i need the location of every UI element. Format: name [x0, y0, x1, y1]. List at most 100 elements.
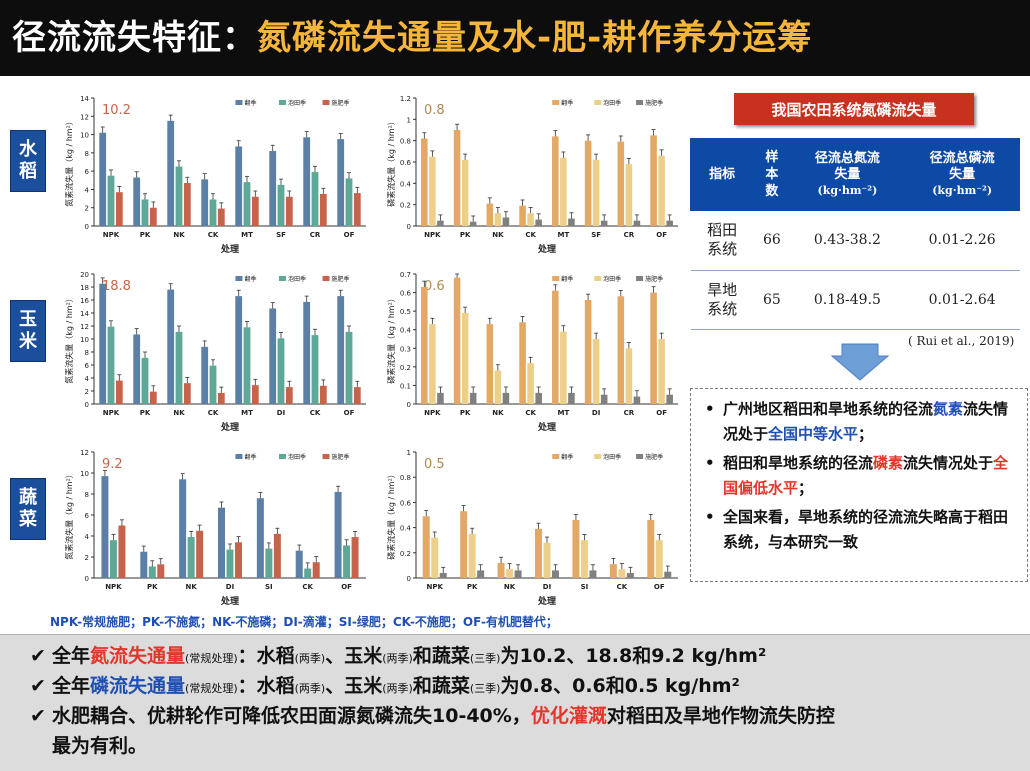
- legend-swatch: [279, 100, 286, 105]
- bar: [585, 141, 592, 226]
- legend-swatch: [235, 100, 242, 105]
- y-tick-label: 12: [80, 323, 89, 331]
- bar: [487, 204, 494, 226]
- crop-label-rice: 水稻: [10, 130, 46, 192]
- y-tick-label: 20: [80, 271, 89, 279]
- header-label: 径流总磷流失量: [928, 151, 996, 183]
- y-tick-label: 0.8: [400, 138, 411, 146]
- sum-text: 水肥耦合、优耕轮作可降低农田面源氮磷流失10-40%，: [52, 705, 531, 727]
- bar: [429, 157, 436, 226]
- legend-swatch: [552, 454, 559, 459]
- legend-swatch: [552, 276, 559, 281]
- x-tick-label: SF: [276, 231, 286, 239]
- x-tick-label: CK: [208, 231, 219, 239]
- bar: [116, 192, 123, 226]
- bar: [626, 348, 633, 404]
- x-tick-label: PK: [467, 583, 478, 591]
- sum-text: 最为有利。: [52, 735, 147, 757]
- x-tick-label: SF: [591, 231, 601, 239]
- table-row: 稻田系统 66 0.43-38.2 0.01-2.26: [691, 211, 1020, 271]
- x-tick-label: PK: [147, 583, 158, 591]
- bar: [495, 371, 502, 404]
- y-tick-label: 0.6: [400, 499, 412, 507]
- bar: [343, 545, 350, 578]
- flux-table: 指标 样本数 径流总氮流失量 (kg·hm⁻²) 径流总磷流失量 (kg·hm⁻²)…: [690, 138, 1020, 330]
- x-axis-label: 处理: [537, 421, 556, 433]
- bar: [552, 570, 559, 578]
- bar: [666, 395, 673, 404]
- bar: [627, 573, 634, 578]
- max-value-annotation: 9.2: [102, 457, 123, 472]
- bar: [610, 564, 617, 578]
- y-axis-label: 氮素流失量（kg / hm²）: [64, 294, 74, 384]
- bar: [666, 221, 673, 226]
- bar: [618, 142, 625, 226]
- bar: [354, 387, 361, 404]
- x-tick-label: SI: [581, 583, 589, 591]
- sum-text: 、玉米: [325, 675, 382, 697]
- x-tick-label: SI: [265, 583, 273, 591]
- x-tick-label: NPK: [105, 583, 122, 591]
- page-title: 径流流失特征：氮磷流失通量及水-肥-耕作养分运筹: [12, 10, 812, 59]
- bar: [585, 300, 592, 404]
- bar: [656, 540, 663, 578]
- summary-box: ✔ 全年氮流失通量(常规处理)：水稻(两季)、玉米(两季)和蔬菜(三季)为10.2…: [0, 634, 1030, 771]
- legend-swatch: [594, 454, 601, 459]
- y-axis-label: 磷素流失量（kg / hm²）: [386, 470, 396, 560]
- row-tn: 0.43-38.2: [790, 211, 905, 271]
- legend-label: 施肥季: [331, 99, 349, 107]
- y-tick-label: 14: [80, 310, 89, 318]
- row-label: 旱地系统: [691, 270, 754, 330]
- bar: [423, 516, 430, 578]
- bar: [312, 172, 319, 226]
- x-tick-label: CR: [310, 231, 321, 239]
- legend-swatch: [279, 454, 286, 459]
- note-text: ；: [798, 479, 813, 497]
- summary-line: ✔ 全年磷流失通量(常规处理)：水稻(两季)、玉米(两季)和蔬菜(三季)为0.8、…: [30, 671, 740, 698]
- bar: [460, 511, 467, 578]
- bar: [244, 327, 251, 404]
- y-tick-label: 1.2: [400, 95, 411, 103]
- table-header-cell: 指标: [691, 139, 754, 211]
- y-axis-label: 磷素流失量（kg / hm²）: [386, 294, 396, 384]
- bar: [140, 552, 147, 578]
- y-axis-label: 氮素流失量（kg / hm²）: [64, 117, 74, 207]
- bar: [593, 160, 600, 226]
- y-tick-label: 0.2: [400, 364, 411, 372]
- bar: [454, 130, 461, 226]
- chart-maize-phosphorus: 0 0.1 0.2 0.3 0.4 0.5 0.6 0.7 磷素流失量（kg / hm²） 处理 0…: [380, 262, 686, 434]
- legend-label: 泡田季: [288, 99, 306, 107]
- bar: [133, 178, 140, 226]
- bar: [167, 121, 174, 226]
- legend-swatch: [235, 276, 242, 281]
- summary-line: ✔ 水肥耦合、优耕轮作可降低农田面源氮磷流失10-40%，优化灌溉对稻田及旱地作物…: [30, 701, 835, 728]
- bar: [304, 569, 311, 578]
- bar: [560, 158, 567, 226]
- bar: [503, 393, 510, 404]
- bar: [210, 199, 217, 226]
- bar: [519, 206, 526, 226]
- sum-small: (常规处理): [185, 682, 238, 695]
- legend-label: 泡田季: [603, 275, 621, 283]
- legend-swatch: [594, 276, 601, 281]
- y-tick-label: 0.4: [400, 180, 412, 188]
- bar: [568, 219, 575, 226]
- y-tick-label: 18: [80, 284, 89, 292]
- x-tick-label: OF: [344, 409, 355, 417]
- table-header-row: 指标 样本数 径流总氮流失量 (kg·hm⁻²) 径流总磷流失量 (kg·hm⁻²): [691, 139, 1020, 211]
- bar: [210, 366, 217, 404]
- x-tick-label: OF: [656, 231, 667, 239]
- max-value-annotation: 0.8: [424, 103, 445, 118]
- bar: [593, 339, 600, 404]
- x-tick-label: PK: [460, 409, 471, 417]
- title-highlight: 氮磷流失通量及水-肥-耕作养分运筹: [257, 18, 812, 58]
- x-tick-label: MT: [241, 409, 253, 417]
- x-tick-label: CK: [617, 583, 628, 591]
- bar: [544, 543, 551, 578]
- x-tick-label: MT: [241, 231, 253, 239]
- crop-label-top: 水: [19, 139, 37, 161]
- row-n: 66: [754, 211, 790, 271]
- chart-rice-phosphorus: 0 0.2 0.4 0.6 0.8 1 1.2 磷素流失量（kg / hm²） 处理 0.8 翻季 泡…: [380, 86, 686, 256]
- bar: [286, 197, 293, 226]
- bar: [506, 569, 513, 578]
